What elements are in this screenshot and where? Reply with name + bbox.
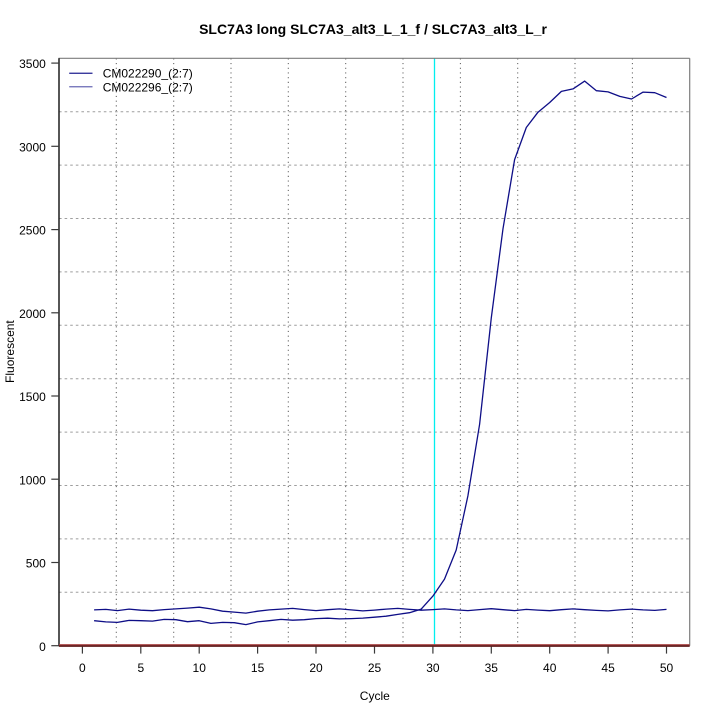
svg-text:CM022296_(2:7): CM022296_(2:7) — [103, 80, 193, 94]
svg-text:0: 0 — [39, 640, 46, 654]
svg-text:40: 40 — [543, 661, 557, 675]
svg-text:50: 50 — [660, 661, 674, 675]
svg-text:3500: 3500 — [19, 57, 46, 71]
svg-text:1000: 1000 — [19, 473, 46, 487]
svg-text:35: 35 — [485, 661, 499, 675]
svg-text:10: 10 — [193, 661, 207, 675]
svg-text:3000: 3000 — [19, 140, 46, 154]
svg-text:SLC7A3 long SLC7A3_alt3_L_1_f: SLC7A3 long SLC7A3_alt3_L_1_f / SLC7A3_a… — [199, 21, 547, 37]
svg-text:5: 5 — [137, 661, 144, 675]
svg-text:25: 25 — [368, 661, 382, 675]
svg-text:45: 45 — [601, 661, 615, 675]
svg-text:2500: 2500 — [19, 224, 46, 238]
svg-text:30: 30 — [426, 661, 440, 675]
svg-text:Cycle: Cycle — [360, 689, 390, 703]
svg-text:15: 15 — [251, 661, 265, 675]
svg-text:Fluorescent: Fluorescent — [3, 320, 17, 383]
svg-text:20: 20 — [309, 661, 323, 675]
svg-text:0: 0 — [79, 661, 86, 675]
svg-text:2000: 2000 — [19, 307, 46, 321]
svg-text:CM022290_(2:7): CM022290_(2:7) — [103, 67, 193, 81]
svg-text:500: 500 — [26, 557, 46, 571]
svg-text:1500: 1500 — [19, 390, 46, 404]
